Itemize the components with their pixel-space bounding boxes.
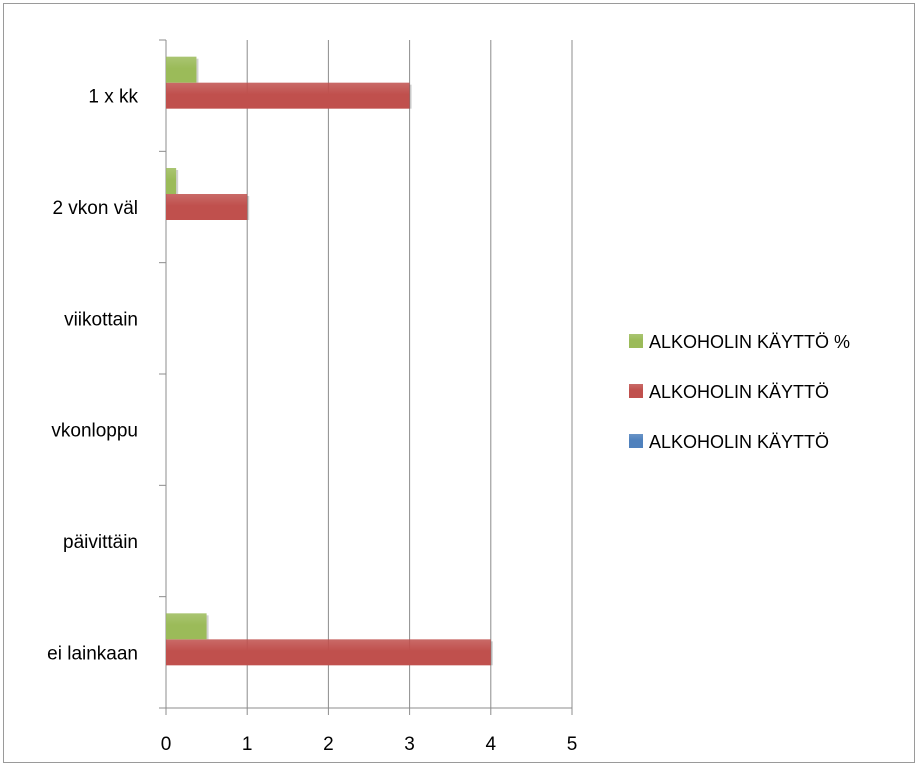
category-label: 1 x kk [88,87,138,108]
legend: ALKOHOLIN KÄYTTÖ % ALKOHOLIN KÄYTTÖ ALKOHO… [629,332,850,452]
category-label: 2 vkon väl [52,198,138,219]
x-tick-label: 4 [486,734,497,755]
bar-shadow [247,196,250,220]
legend-swatch [629,434,643,448]
bar-1-1 [166,194,248,220]
bars [166,56,493,666]
bar-shadow [490,641,493,666]
legend-swatch [629,334,643,348]
x-tick-label: 1 [242,734,253,755]
axes [159,39,573,715]
x-tick-label: 2 [323,734,334,755]
bar-shadow [176,170,179,194]
legend-swatch [629,384,643,398]
chart-frame [3,3,915,763]
bar-1-0 [166,82,410,109]
category-label: viikottain [64,309,138,330]
legend-label: ALKOHOLIN KÄYTTÖ [649,382,829,402]
category-label: päivittäin [63,532,138,553]
x-tick-label: 5 [567,734,578,755]
bar-shadow [196,58,199,83]
gridlines [246,40,573,708]
bar-shadow [409,84,412,109]
category-label: vkonloppu [51,421,138,442]
bar-2-1 [166,168,177,194]
category-labels: 1 x kk 2 vkon väl viikottain vkonloppu päivi… [47,87,138,665]
legend-label: ALKOHOLIN KÄYTTÖ % [649,332,850,352]
x-tick-label: 3 [404,734,415,755]
legend-label: ALKOHOLIN KÄYTTÖ [649,432,829,452]
x-tick-label: 0 [161,734,172,755]
bar-2-0 [166,56,197,83]
bar-shadow [206,615,209,640]
bar-2-5 [166,613,207,640]
bar-1-5 [166,639,491,666]
category-label: ei lainkaan [47,643,138,664]
x-tick-labels: 0 1 2 3 4 5 [161,734,578,755]
